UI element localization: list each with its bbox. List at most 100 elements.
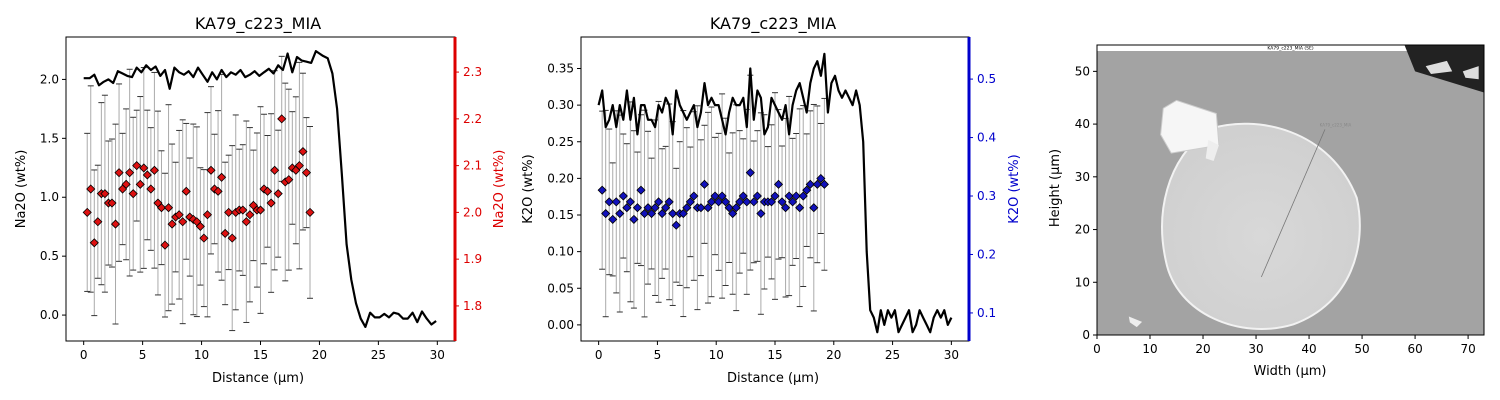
data-point (816, 173, 826, 184)
x-tick-label: 15 (253, 348, 268, 362)
se-image-panel: Width (µm) Height (µm) KA79_c223_MIA (SE… (1048, 44, 1485, 379)
profile-line (597, 52, 953, 334)
na2o-right-axis-label: Na2O (wt%) (492, 150, 507, 229)
data-point (195, 221, 205, 231)
data-point (699, 179, 710, 189)
data-point (156, 203, 167, 213)
data-point (689, 191, 699, 201)
data-point (604, 197, 614, 207)
y-tick-label: 0.25 (547, 135, 574, 149)
y-tick-label: 10 (1075, 275, 1090, 289)
data-point (597, 185, 607, 195)
data-point (121, 179, 131, 189)
data-point (146, 184, 156, 194)
y-tick-label: 0.30 (547, 98, 574, 112)
data-point (809, 203, 819, 213)
data-point (618, 191, 628, 201)
data-point (703, 203, 713, 213)
image-y-axis-label: Height (µm) (1048, 149, 1063, 227)
data-point (284, 175, 294, 185)
y-tick-label: 0.15 (547, 208, 574, 222)
data-point (107, 198, 117, 208)
x-tick-label: 10 (194, 348, 209, 362)
data-point (639, 208, 650, 219)
data-point (174, 210, 184, 220)
data-point (220, 228, 230, 238)
y-tick-label: 50 (1075, 64, 1090, 78)
data-point (738, 191, 748, 201)
data-point (615, 208, 625, 219)
x-tick-label: 0 (80, 348, 88, 362)
data-point (93, 217, 103, 227)
image-header-text: KA79_c223_MIA (SE) (1267, 46, 1313, 52)
x-tick-label: 40 (1301, 342, 1316, 356)
x-tick-label: 20 (1195, 342, 1210, 356)
x-tick-label: 20 (826, 348, 841, 362)
y-tick-label: 0.5 (40, 249, 59, 263)
data-point (788, 197, 798, 207)
data-point (266, 198, 276, 208)
data-point (224, 207, 234, 217)
k2o-chart-panel: KA79_c223_MIA Distance (µm) K2O (wt%) K2… (521, 14, 1022, 386)
y-tick-label: 0 (1082, 328, 1090, 342)
right-y-tick-label: 0.1 (977, 306, 996, 320)
data-point (298, 147, 308, 157)
x-tick-label: 20 (312, 348, 327, 362)
data-point (646, 208, 657, 219)
data-point (713, 197, 724, 207)
y-tick-label: 1.5 (40, 131, 59, 145)
data-point (632, 203, 643, 213)
image-header-strip (1097, 45, 1484, 51)
data-point (135, 179, 145, 189)
right-y-tick-label: 0.3 (977, 189, 996, 203)
data-point (132, 161, 142, 171)
data-point (706, 197, 717, 207)
image-x-axis-label: Width (µm) (1254, 364, 1327, 379)
data-point (178, 217, 188, 227)
data-point (263, 186, 273, 196)
data-point (270, 165, 280, 175)
data-point (110, 219, 121, 229)
y-tick-label: 0.00 (547, 318, 574, 332)
image-frame (1096, 44, 1485, 336)
data-point (812, 179, 822, 189)
data-point (608, 214, 618, 224)
profile-transect (1260, 129, 1326, 278)
data-point (149, 165, 159, 175)
y-tick-label: 0.20 (547, 171, 574, 185)
y-tick-label: 20 (1075, 223, 1090, 237)
bright-grain (1462, 66, 1479, 80)
crystal-fragment (1205, 139, 1219, 161)
data-point (781, 203, 791, 213)
melt-inclusion (1161, 122, 1361, 330)
data-point (671, 220, 681, 230)
k2o-x-axis-label: Distance (µm) (727, 371, 819, 386)
data-point (728, 208, 738, 219)
right-y-tick-label: 0.2 (977, 247, 996, 261)
data-point (773, 179, 784, 189)
profile-line (83, 50, 437, 328)
x-tick-label: 50 (1354, 342, 1369, 356)
bright-grain (1425, 60, 1453, 74)
data-point (643, 203, 653, 213)
data-point (277, 114, 287, 124)
data-point (89, 238, 99, 248)
y-tick-label: 0.05 (547, 281, 574, 295)
data-point (611, 197, 621, 207)
x-tick-label: 0 (595, 348, 603, 362)
data-point (217, 172, 227, 182)
data-point (696, 203, 706, 213)
data-point (742, 197, 752, 207)
data-point (125, 168, 135, 178)
data-point (735, 197, 745, 207)
data-point (650, 203, 660, 213)
right-y-tick-label: 2.1 (463, 159, 482, 173)
data-point (167, 219, 177, 229)
right-y-tick-label: 1.8 (463, 299, 482, 313)
data-point (717, 191, 727, 201)
data-point (752, 191, 762, 201)
data-point (724, 203, 734, 213)
data-point (791, 191, 801, 201)
data-point (777, 197, 787, 207)
